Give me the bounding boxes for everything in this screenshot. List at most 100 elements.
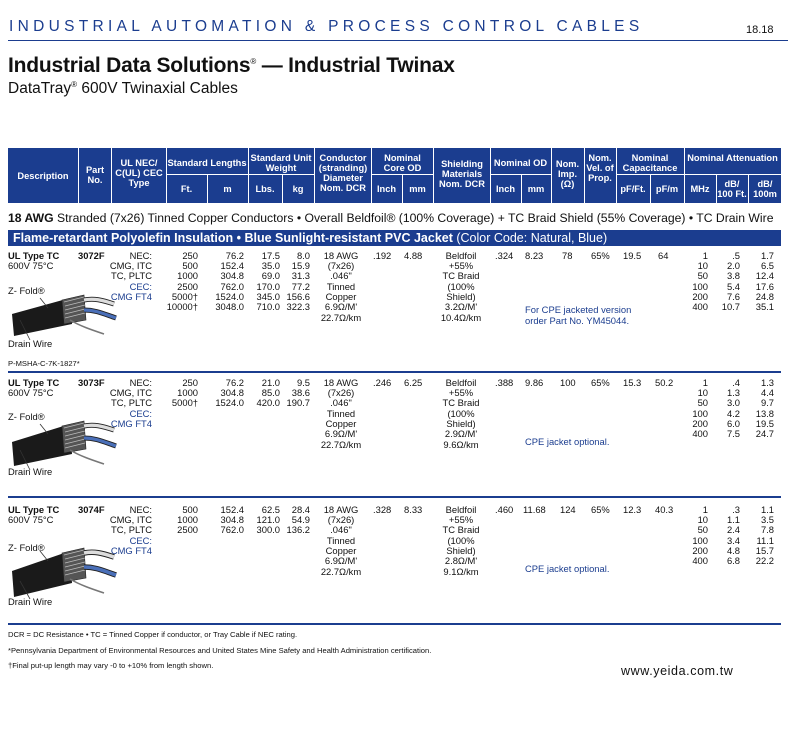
header-core-mm: mm bbox=[409, 184, 426, 194]
row-m-0: 76.2 bbox=[225, 377, 244, 388]
row-conductor-4: Copper bbox=[325, 545, 357, 556]
msha-code: P-MSHA-C-7K-1827* bbox=[8, 359, 80, 368]
header-core-od: Nominal Core OD bbox=[383, 153, 422, 173]
row-kg-2: 31.3 bbox=[291, 270, 310, 281]
row-kg-1: 38.6 bbox=[291, 387, 310, 398]
spec-line-gauge: 18 AWG bbox=[8, 211, 54, 225]
row-ft-1: 1000 bbox=[177, 514, 198, 525]
row-ft-0: 250 bbox=[182, 377, 198, 388]
row-shield-2: TC Braid bbox=[442, 397, 480, 408]
row-core-inch: .328 bbox=[373, 504, 392, 515]
row-conductor-5: 6.9Ω/M' bbox=[324, 555, 358, 566]
row-lbs-2: 420.0 bbox=[256, 397, 280, 408]
header-std-weight: Standard Unit Weight bbox=[250, 153, 312, 173]
row-lbs-1: 85.0 bbox=[261, 387, 280, 398]
row-db-ft-4: 6.0 bbox=[726, 418, 740, 429]
header-nom-od: Nominal OD bbox=[493, 158, 548, 168]
row-db-m-0: 1.1 bbox=[760, 504, 774, 515]
drain-wire-label: Drain Wire bbox=[8, 338, 53, 349]
row-shield-3: (100% bbox=[447, 281, 475, 292]
page-subtitle: DataTray® 600V Twinaxial Cables bbox=[8, 80, 238, 98]
row-ft-0: 500 bbox=[182, 504, 198, 515]
row-cec-0: CEC: bbox=[129, 535, 152, 546]
row-kg-0: 8.0 bbox=[296, 250, 310, 261]
row-db-m-5: 35.1 bbox=[755, 301, 774, 312]
row-kg-2: 136.2 bbox=[286, 524, 310, 535]
row-conductor-1: (7x26) bbox=[327, 387, 355, 398]
row-shield-0: Beldfoil bbox=[445, 377, 477, 388]
row-imp: 78 bbox=[562, 250, 573, 261]
row-mhz-1: 10 bbox=[697, 514, 708, 525]
row-lbs-0: 21.0 bbox=[261, 377, 280, 388]
row-kg-3: 77.2 bbox=[291, 281, 310, 292]
subtitle-reg: ® bbox=[71, 80, 78, 89]
row-db-m-2: 7.8 bbox=[760, 524, 774, 535]
header-capacitance: Nominal Capacitance bbox=[622, 153, 678, 173]
row-rating: 600V 75°C bbox=[8, 514, 54, 525]
row-conductor-6: 22.7Ω/km bbox=[320, 566, 362, 577]
row-mhz-2: 50 bbox=[697, 270, 708, 281]
z-fold-label: Z- Fold® bbox=[8, 285, 45, 296]
row-m-0: 152.4 bbox=[220, 504, 244, 515]
row-kg-2: 190.7 bbox=[286, 397, 310, 408]
cable-illustration bbox=[12, 420, 117, 471]
row-conductor-4: Copper bbox=[325, 291, 357, 302]
row-ft-2: 1000 bbox=[177, 270, 198, 281]
row-db-ft-0: .5 bbox=[732, 250, 740, 261]
row-type: UL Type TC bbox=[8, 377, 60, 388]
row-shield-6: 9.1Ω/km bbox=[443, 566, 479, 577]
row-core-mm: 8.33 bbox=[404, 504, 423, 515]
row-shield-4: Shield) bbox=[446, 545, 476, 556]
row-mhz-0: 1 bbox=[702, 377, 708, 388]
row-conductor-1: (7x26) bbox=[327, 514, 355, 525]
row-shield-5: 2.9Ω/M' bbox=[444, 428, 478, 439]
row-db-ft-0: .3 bbox=[732, 504, 740, 515]
header-mhz: MHz bbox=[690, 184, 710, 194]
row-pf-ft: 15.3 bbox=[623, 377, 642, 388]
row-ft-5: 10000† bbox=[166, 301, 198, 312]
row-shield-4: Shield) bbox=[446, 418, 476, 429]
row-db-m-3: 17.6 bbox=[755, 281, 774, 292]
row-imp: 124 bbox=[560, 504, 576, 515]
row-ft-0: 250 bbox=[182, 250, 198, 261]
row-shield-5: 3.2Ω/M' bbox=[444, 301, 478, 312]
row-shield-1: +55% bbox=[448, 387, 474, 398]
row-ul-2: TC, PLTC bbox=[111, 397, 152, 408]
footnote-dcr: DCR = DC Resistance • TC = Tinned Copper… bbox=[8, 630, 298, 639]
row-core-inch: .192 bbox=[373, 250, 392, 261]
row-shield-0: Beldfoil bbox=[445, 250, 477, 261]
row-kg-4: 156.6 bbox=[286, 291, 310, 302]
row-mhz-2: 50 bbox=[697, 524, 708, 535]
row-cec-1: CMG FT4 bbox=[110, 418, 152, 429]
row-part-no: 3073F bbox=[78, 377, 105, 388]
drain-wire-label: Drain Wire bbox=[8, 596, 53, 607]
row-db-m-0: 1.7 bbox=[760, 250, 774, 261]
row-db-ft-0: .4 bbox=[732, 377, 740, 388]
row-m-1: 152.4 bbox=[220, 260, 244, 271]
row-db-ft-5: 6.8 bbox=[726, 555, 740, 566]
row-ul-0: NEC: bbox=[129, 377, 152, 388]
row-pf-ft: 19.5 bbox=[623, 250, 642, 261]
row-conductor-1: (7x26) bbox=[327, 260, 355, 271]
jacket-bar-bold: Flame-retardant Polyolefin Insulation • … bbox=[13, 231, 453, 245]
row-cec-0: CEC: bbox=[129, 281, 152, 292]
title-rest: — Industrial Twinax bbox=[256, 54, 455, 77]
row-db-m-5: 24.7 bbox=[755, 428, 774, 439]
row-type: UL Type TC bbox=[8, 250, 60, 261]
subtitle-rest: 600V Twinaxial Cables bbox=[77, 80, 238, 98]
row-ul-0: NEC: bbox=[129, 250, 152, 261]
row-db-m-1: 3.5 bbox=[760, 514, 774, 525]
row-kg-0: 28.4 bbox=[291, 504, 310, 515]
row-m-2: 304.8 bbox=[220, 270, 244, 281]
header-nom-vel: Nom. Vel. of Prop. bbox=[586, 153, 614, 183]
row-shield-6: 9.6Ω/km bbox=[443, 439, 479, 450]
row-db-ft-2: 3.0 bbox=[726, 397, 740, 408]
row-db-m-5: 22.2 bbox=[755, 555, 774, 566]
spec-line-text: Stranded (7x26) Tinned Copper Conductors… bbox=[53, 211, 774, 225]
footnote-msha: *Pennsylvania Department of Environmenta… bbox=[8, 646, 432, 655]
row-shield-0: Beldfoil bbox=[445, 504, 477, 515]
header-attenuation: Nominal Attenuation bbox=[687, 153, 778, 163]
row-divider bbox=[8, 496, 781, 498]
header-od-mm: mm bbox=[527, 184, 545, 194]
row-conductor-0: 18 AWG bbox=[323, 377, 359, 388]
